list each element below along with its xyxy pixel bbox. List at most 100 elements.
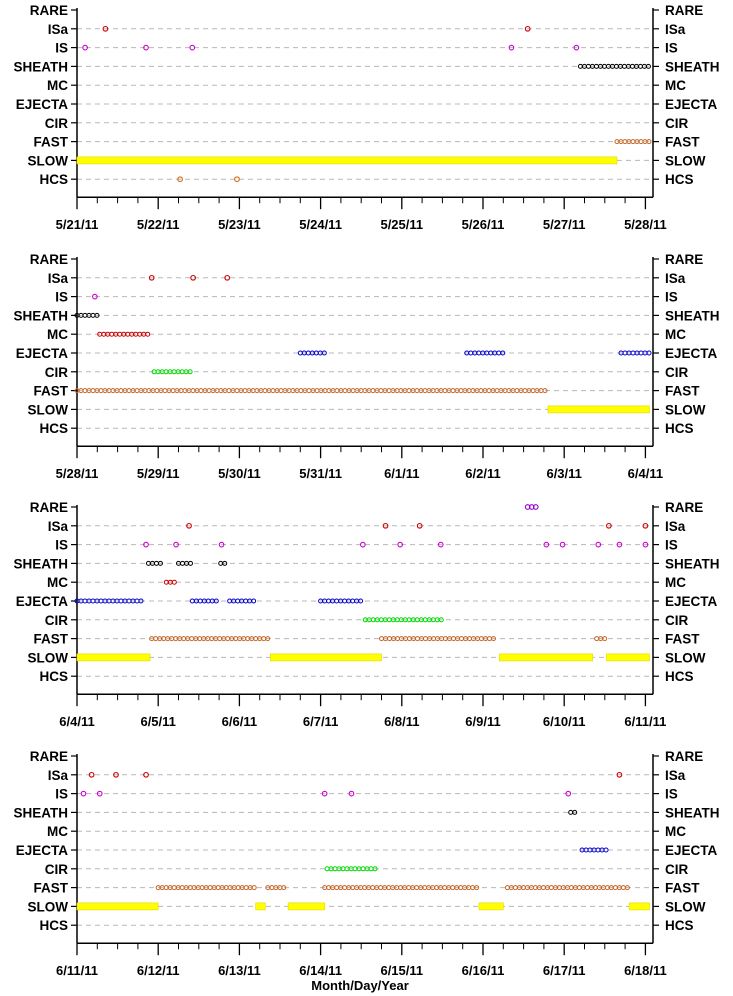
x-tick-label: 6/14/11 <box>299 963 342 978</box>
fast-point <box>90 388 96 394</box>
category-label: HCS <box>665 918 694 933</box>
category-label: SLOW <box>28 899 69 914</box>
category-label: SHEATH <box>665 556 720 571</box>
x-tick-label: 6/1/11 <box>384 466 419 481</box>
category-label: RARE <box>30 3 68 18</box>
category-label: CIR <box>665 116 689 131</box>
category-label: EJECTA <box>665 97 718 112</box>
fast-point <box>540 885 546 891</box>
category-label: CIR <box>45 613 69 628</box>
cir-point <box>187 369 193 375</box>
category-label: EJECTA <box>665 346 718 361</box>
sheath-point <box>621 63 627 69</box>
x-tick-label: 6/11/11 <box>56 963 98 978</box>
slow-interval <box>76 902 159 911</box>
category-label: IS <box>665 538 678 553</box>
is-point <box>508 44 515 51</box>
fast-point <box>522 388 528 394</box>
slow-interval <box>628 902 650 911</box>
x-tick-label: 5/21/11 <box>56 217 99 232</box>
is-point <box>348 790 355 797</box>
category-label: ISa <box>665 22 686 37</box>
fast-point <box>423 636 428 642</box>
category-label: FAST <box>33 632 68 647</box>
fast-point <box>415 636 420 642</box>
category-label: SLOW <box>665 899 706 914</box>
ejecta-point <box>243 598 249 604</box>
is-point <box>143 44 149 51</box>
cir-point <box>324 866 330 872</box>
category-label: ISa <box>48 768 69 783</box>
x-tick-label: 6/13/11 <box>218 963 261 978</box>
category-label: EJECTA <box>665 843 718 858</box>
category-label: HCS <box>39 918 68 933</box>
fast-point <box>153 636 159 642</box>
category-label: IS <box>55 787 68 802</box>
x-tick-label: 6/15/11 <box>380 963 423 978</box>
fast-point <box>414 388 420 394</box>
category-label: HCS <box>39 669 68 684</box>
cir-point <box>372 866 378 872</box>
is-point <box>642 541 649 548</box>
x-tick-label: 6/10/11 <box>543 714 586 729</box>
is-point <box>321 790 328 797</box>
is-point <box>559 541 566 548</box>
x-tick-label: 6/2/11 <box>465 466 500 481</box>
category-label: FAST <box>665 881 700 896</box>
category-label: RARE <box>665 252 703 267</box>
category-label: RARE <box>665 500 703 515</box>
category-label: HCS <box>39 421 68 436</box>
is-point <box>616 541 623 548</box>
isa-point <box>113 771 119 778</box>
category-label: SLOW <box>665 402 706 417</box>
category-label: HCS <box>665 172 694 187</box>
isa-point <box>190 274 196 281</box>
slow-interval <box>255 902 266 911</box>
category-label: EJECTA <box>665 594 718 609</box>
x-tick-label: 6/9/11 <box>465 714 500 729</box>
category-label: SHEATH <box>665 805 720 820</box>
x-tick-label: 6/16/11 <box>462 963 505 978</box>
is-point <box>189 44 196 51</box>
category-label: MC <box>665 575 686 590</box>
ejecta-point <box>630 350 636 356</box>
x-axis-title: Month/Day/Year <box>311 978 409 993</box>
fast-point <box>451 636 456 642</box>
x-tick-label: 5/25/11 <box>380 217 423 232</box>
fast-point <box>612 885 618 891</box>
fast-point <box>162 388 168 394</box>
category-label: EJECTA <box>16 346 69 361</box>
category-label: SHEATH <box>665 308 720 323</box>
category-label: EJECTA <box>16 594 69 609</box>
category-label: IS <box>665 787 678 802</box>
slow-interval <box>547 405 650 414</box>
category-label: SLOW <box>28 650 69 665</box>
ejecta-point <box>468 350 474 356</box>
x-tick-label: 6/11/11 <box>624 714 666 729</box>
ejecta-point <box>500 350 506 356</box>
category-label: RARE <box>30 252 68 267</box>
hcs-point <box>234 176 240 183</box>
category-label: CIR <box>665 862 689 877</box>
category-label: SLOW <box>665 153 706 168</box>
fast-point <box>414 885 420 891</box>
category-label: MC <box>47 575 68 590</box>
is-point <box>96 790 103 797</box>
mc-point <box>145 331 151 337</box>
x-tick-label: 5/30/11 <box>218 466 261 481</box>
sheath-point <box>94 312 100 318</box>
category-label: ISa <box>665 519 686 534</box>
category-label: MC <box>47 327 68 342</box>
x-tick-label: 5/26/11 <box>462 217 505 232</box>
x-tick-label: 6/4/11 <box>59 714 94 729</box>
category-label: SLOW <box>28 153 69 168</box>
fast-point <box>486 388 492 394</box>
mc-point <box>117 331 123 337</box>
category-label: CIR <box>665 365 689 380</box>
category-label: MC <box>665 78 686 93</box>
fast-point <box>378 885 384 891</box>
fast-point <box>474 885 480 891</box>
fast-point <box>342 885 348 891</box>
category-label: CIR <box>45 365 69 380</box>
